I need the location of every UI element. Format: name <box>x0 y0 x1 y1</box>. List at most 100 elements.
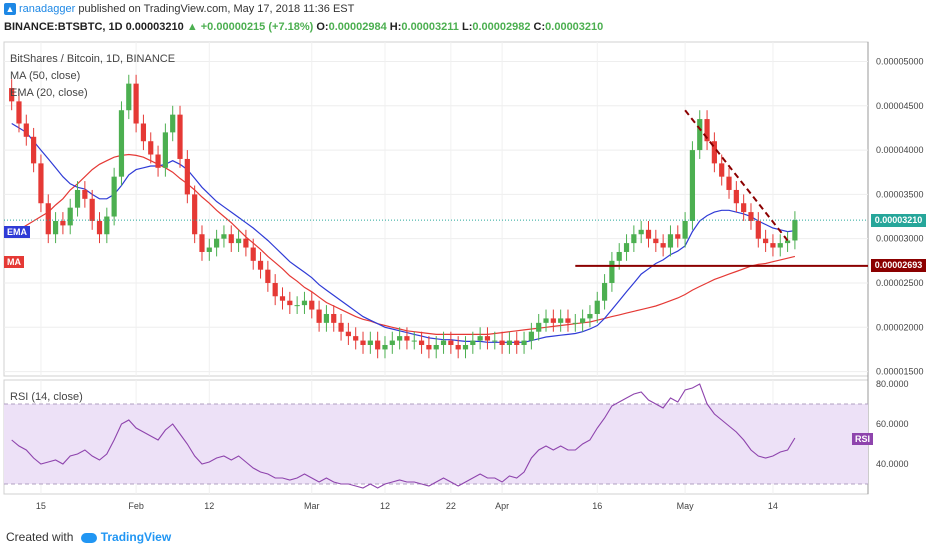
candle <box>404 327 410 350</box>
support-price-box: 0.00002693 <box>871 259 926 273</box>
candle <box>623 234 630 261</box>
candle <box>638 220 644 244</box>
rsi-tick-label: 80.0000 <box>876 379 909 389</box>
candle <box>228 225 234 252</box>
low-value: 0.00002982 <box>472 21 531 33</box>
candle-body <box>536 322 542 332</box>
candle-body <box>16 101 22 124</box>
candle-body <box>514 340 520 345</box>
tradingview-brand[interactable]: TradingView <box>100 530 172 544</box>
candle-body <box>572 322 578 324</box>
candle-body <box>301 300 308 306</box>
candle-body <box>250 247 256 261</box>
candle-body <box>748 212 754 221</box>
candle <box>199 225 205 261</box>
candle-body <box>733 189 739 204</box>
rsi-legend[interactable]: RSI (14, close) <box>10 391 83 403</box>
candle-body <box>67 207 73 226</box>
candle-body <box>741 203 747 213</box>
ema-legend[interactable]: EMA (20, close) <box>10 87 88 99</box>
candle <box>741 194 747 221</box>
candle <box>309 291 315 319</box>
candle-body <box>763 238 769 244</box>
open-value: 0.00002984 <box>328 21 387 33</box>
candle <box>133 74 139 133</box>
tradingview-logo-icon: ▲ <box>4 3 16 16</box>
tradingview-cloud-icon <box>80 532 97 543</box>
candle-body <box>294 305 300 307</box>
candle-body <box>162 132 168 168</box>
candle-body <box>484 336 491 341</box>
candle <box>104 207 110 244</box>
candle-body <box>784 240 791 244</box>
candle-body <box>601 282 608 301</box>
candle <box>609 251 615 292</box>
candle <box>433 336 439 359</box>
created-with-text: Created with <box>6 530 74 544</box>
chart-title: BitShares / Bitcoin, 1D, BINANCE <box>10 53 176 65</box>
candle-body <box>206 247 212 252</box>
time-tick-label: 16 <box>592 501 602 511</box>
candle <box>279 287 286 310</box>
candle-body <box>287 300 293 306</box>
candle <box>148 132 154 164</box>
candle-body <box>31 136 37 164</box>
candle <box>331 305 337 332</box>
candle-body <box>60 220 66 226</box>
candle-body <box>770 243 776 248</box>
candle-body <box>397 336 403 341</box>
candle <box>89 189 95 230</box>
candle-body <box>558 318 564 323</box>
candle <box>667 225 674 257</box>
candle <box>389 331 395 354</box>
candle-body <box>9 88 15 102</box>
candle-body <box>118 110 125 177</box>
candle-body <box>96 220 103 235</box>
candle-body <box>623 243 630 252</box>
candle <box>265 260 271 292</box>
candle-body <box>477 336 483 341</box>
candle-body <box>682 220 688 239</box>
candle-body <box>448 340 454 345</box>
candle <box>206 238 212 261</box>
candle-body <box>345 331 351 337</box>
candle <box>323 305 330 332</box>
candle <box>23 114 29 146</box>
ma50-line <box>11 153 796 335</box>
ma-legend[interactable]: MA (50, close) <box>10 70 81 82</box>
publisher-name[interactable]: ranadagger <box>19 3 76 15</box>
publish-line: ▲ ranadagger published on TradingView.com… <box>4 3 355 16</box>
candle <box>52 212 59 244</box>
candle <box>704 110 710 151</box>
candle <box>45 194 51 244</box>
candle-body <box>323 313 330 323</box>
candle-body <box>221 234 227 239</box>
candle-body <box>155 154 161 168</box>
candle-body <box>257 260 264 270</box>
price-tick-label: 0.00002500 <box>876 278 924 288</box>
last-value: 0.00003210 <box>125 21 184 33</box>
candle-body <box>52 220 59 235</box>
price-tick-label: 0.00002000 <box>876 322 924 332</box>
candle <box>660 234 666 257</box>
candle-body <box>653 238 659 244</box>
candle <box>235 229 242 252</box>
candle-body <box>389 340 395 345</box>
candle <box>411 331 417 350</box>
price-tick-label: 0.00003500 <box>876 189 924 199</box>
price-tick-label: 0.00003000 <box>876 234 924 244</box>
published-text: published on TradingView.com, May 17, 20… <box>78 3 355 15</box>
candle <box>580 309 586 332</box>
candle-body <box>528 331 534 341</box>
candle-body <box>550 318 556 323</box>
price-tick-label: 0.00005000 <box>876 56 924 66</box>
candle <box>748 203 754 230</box>
candle-body <box>316 309 322 323</box>
candle <box>711 132 717 173</box>
close-value: 0.00003210 <box>545 21 604 33</box>
candle <box>316 300 322 332</box>
candle-body <box>170 114 176 133</box>
candle-body <box>580 318 586 323</box>
candle <box>397 327 403 350</box>
